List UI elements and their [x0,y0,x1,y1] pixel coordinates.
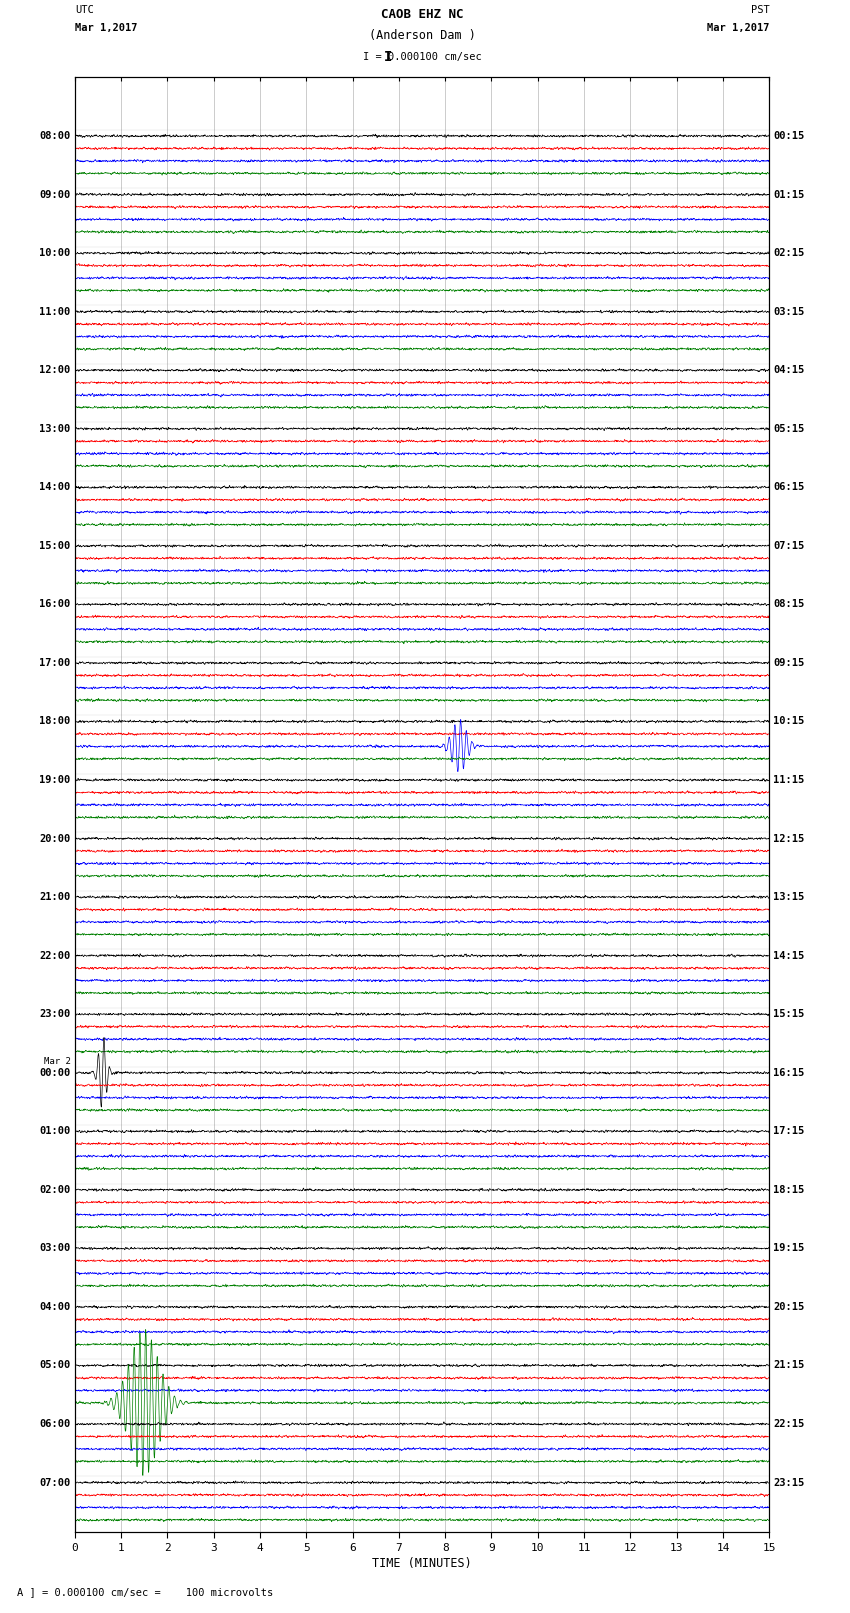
Text: I = 0.000100 cm/sec: I = 0.000100 cm/sec [363,52,481,61]
Text: (Anderson Dam ): (Anderson Dam ) [369,29,475,42]
Text: 16:00: 16:00 [39,600,71,610]
Text: 17:15: 17:15 [774,1126,805,1136]
Text: 10:15: 10:15 [774,716,805,726]
Text: 07:15: 07:15 [774,540,805,550]
Text: 01:15: 01:15 [774,189,805,200]
Text: 07:00: 07:00 [39,1478,71,1487]
Text: 11:00: 11:00 [39,306,71,316]
Text: 23:15: 23:15 [774,1478,805,1487]
Text: 03:15: 03:15 [774,306,805,316]
Text: 05:15: 05:15 [774,424,805,434]
Text: 22:00: 22:00 [39,950,71,961]
Text: A ] = 0.000100 cm/sec =    100 microvolts: A ] = 0.000100 cm/sec = 100 microvolts [17,1587,273,1597]
Text: 23:00: 23:00 [39,1010,71,1019]
Text: 12:00: 12:00 [39,365,71,376]
Text: 13:00: 13:00 [39,424,71,434]
Text: Mar 1,2017: Mar 1,2017 [706,23,769,32]
Text: 04:15: 04:15 [774,365,805,376]
Text: 08:15: 08:15 [774,600,805,610]
Text: 18:00: 18:00 [39,716,71,726]
Text: 19:15: 19:15 [774,1244,805,1253]
Text: 00:00: 00:00 [39,1068,71,1077]
X-axis label: TIME (MINUTES): TIME (MINUTES) [372,1557,472,1569]
Text: 04:00: 04:00 [39,1302,71,1311]
Text: PST: PST [751,5,769,15]
Text: 15:00: 15:00 [39,540,71,550]
Text: 17:00: 17:00 [39,658,71,668]
Text: 14:15: 14:15 [774,950,805,961]
Text: 06:15: 06:15 [774,482,805,492]
Text: 22:15: 22:15 [774,1419,805,1429]
Text: 20:00: 20:00 [39,834,71,844]
Text: 15:15: 15:15 [774,1010,805,1019]
Text: 09:00: 09:00 [39,189,71,200]
Text: 21:15: 21:15 [774,1360,805,1371]
Text: 13:15: 13:15 [774,892,805,902]
Text: 01:00: 01:00 [39,1126,71,1136]
Text: 20:15: 20:15 [774,1302,805,1311]
Text: 18:15: 18:15 [774,1186,805,1195]
Text: 14:00: 14:00 [39,482,71,492]
Text: Mar 2: Mar 2 [43,1057,71,1066]
Text: 00:15: 00:15 [774,131,805,140]
Text: 03:00: 03:00 [39,1244,71,1253]
Text: 02:15: 02:15 [774,248,805,258]
Text: 21:00: 21:00 [39,892,71,902]
Text: 19:00: 19:00 [39,774,71,786]
Text: 09:15: 09:15 [774,658,805,668]
Text: 02:00: 02:00 [39,1186,71,1195]
Text: UTC: UTC [75,5,94,15]
Text: 08:00: 08:00 [39,131,71,140]
Text: 16:15: 16:15 [774,1068,805,1077]
Text: 11:15: 11:15 [774,774,805,786]
Text: I: I [384,50,392,65]
Text: CAOB EHZ NC: CAOB EHZ NC [381,8,463,21]
Text: 05:00: 05:00 [39,1360,71,1371]
Text: Mar 1,2017: Mar 1,2017 [75,23,138,32]
Text: 12:15: 12:15 [774,834,805,844]
Text: 10:00: 10:00 [39,248,71,258]
Text: 06:00: 06:00 [39,1419,71,1429]
